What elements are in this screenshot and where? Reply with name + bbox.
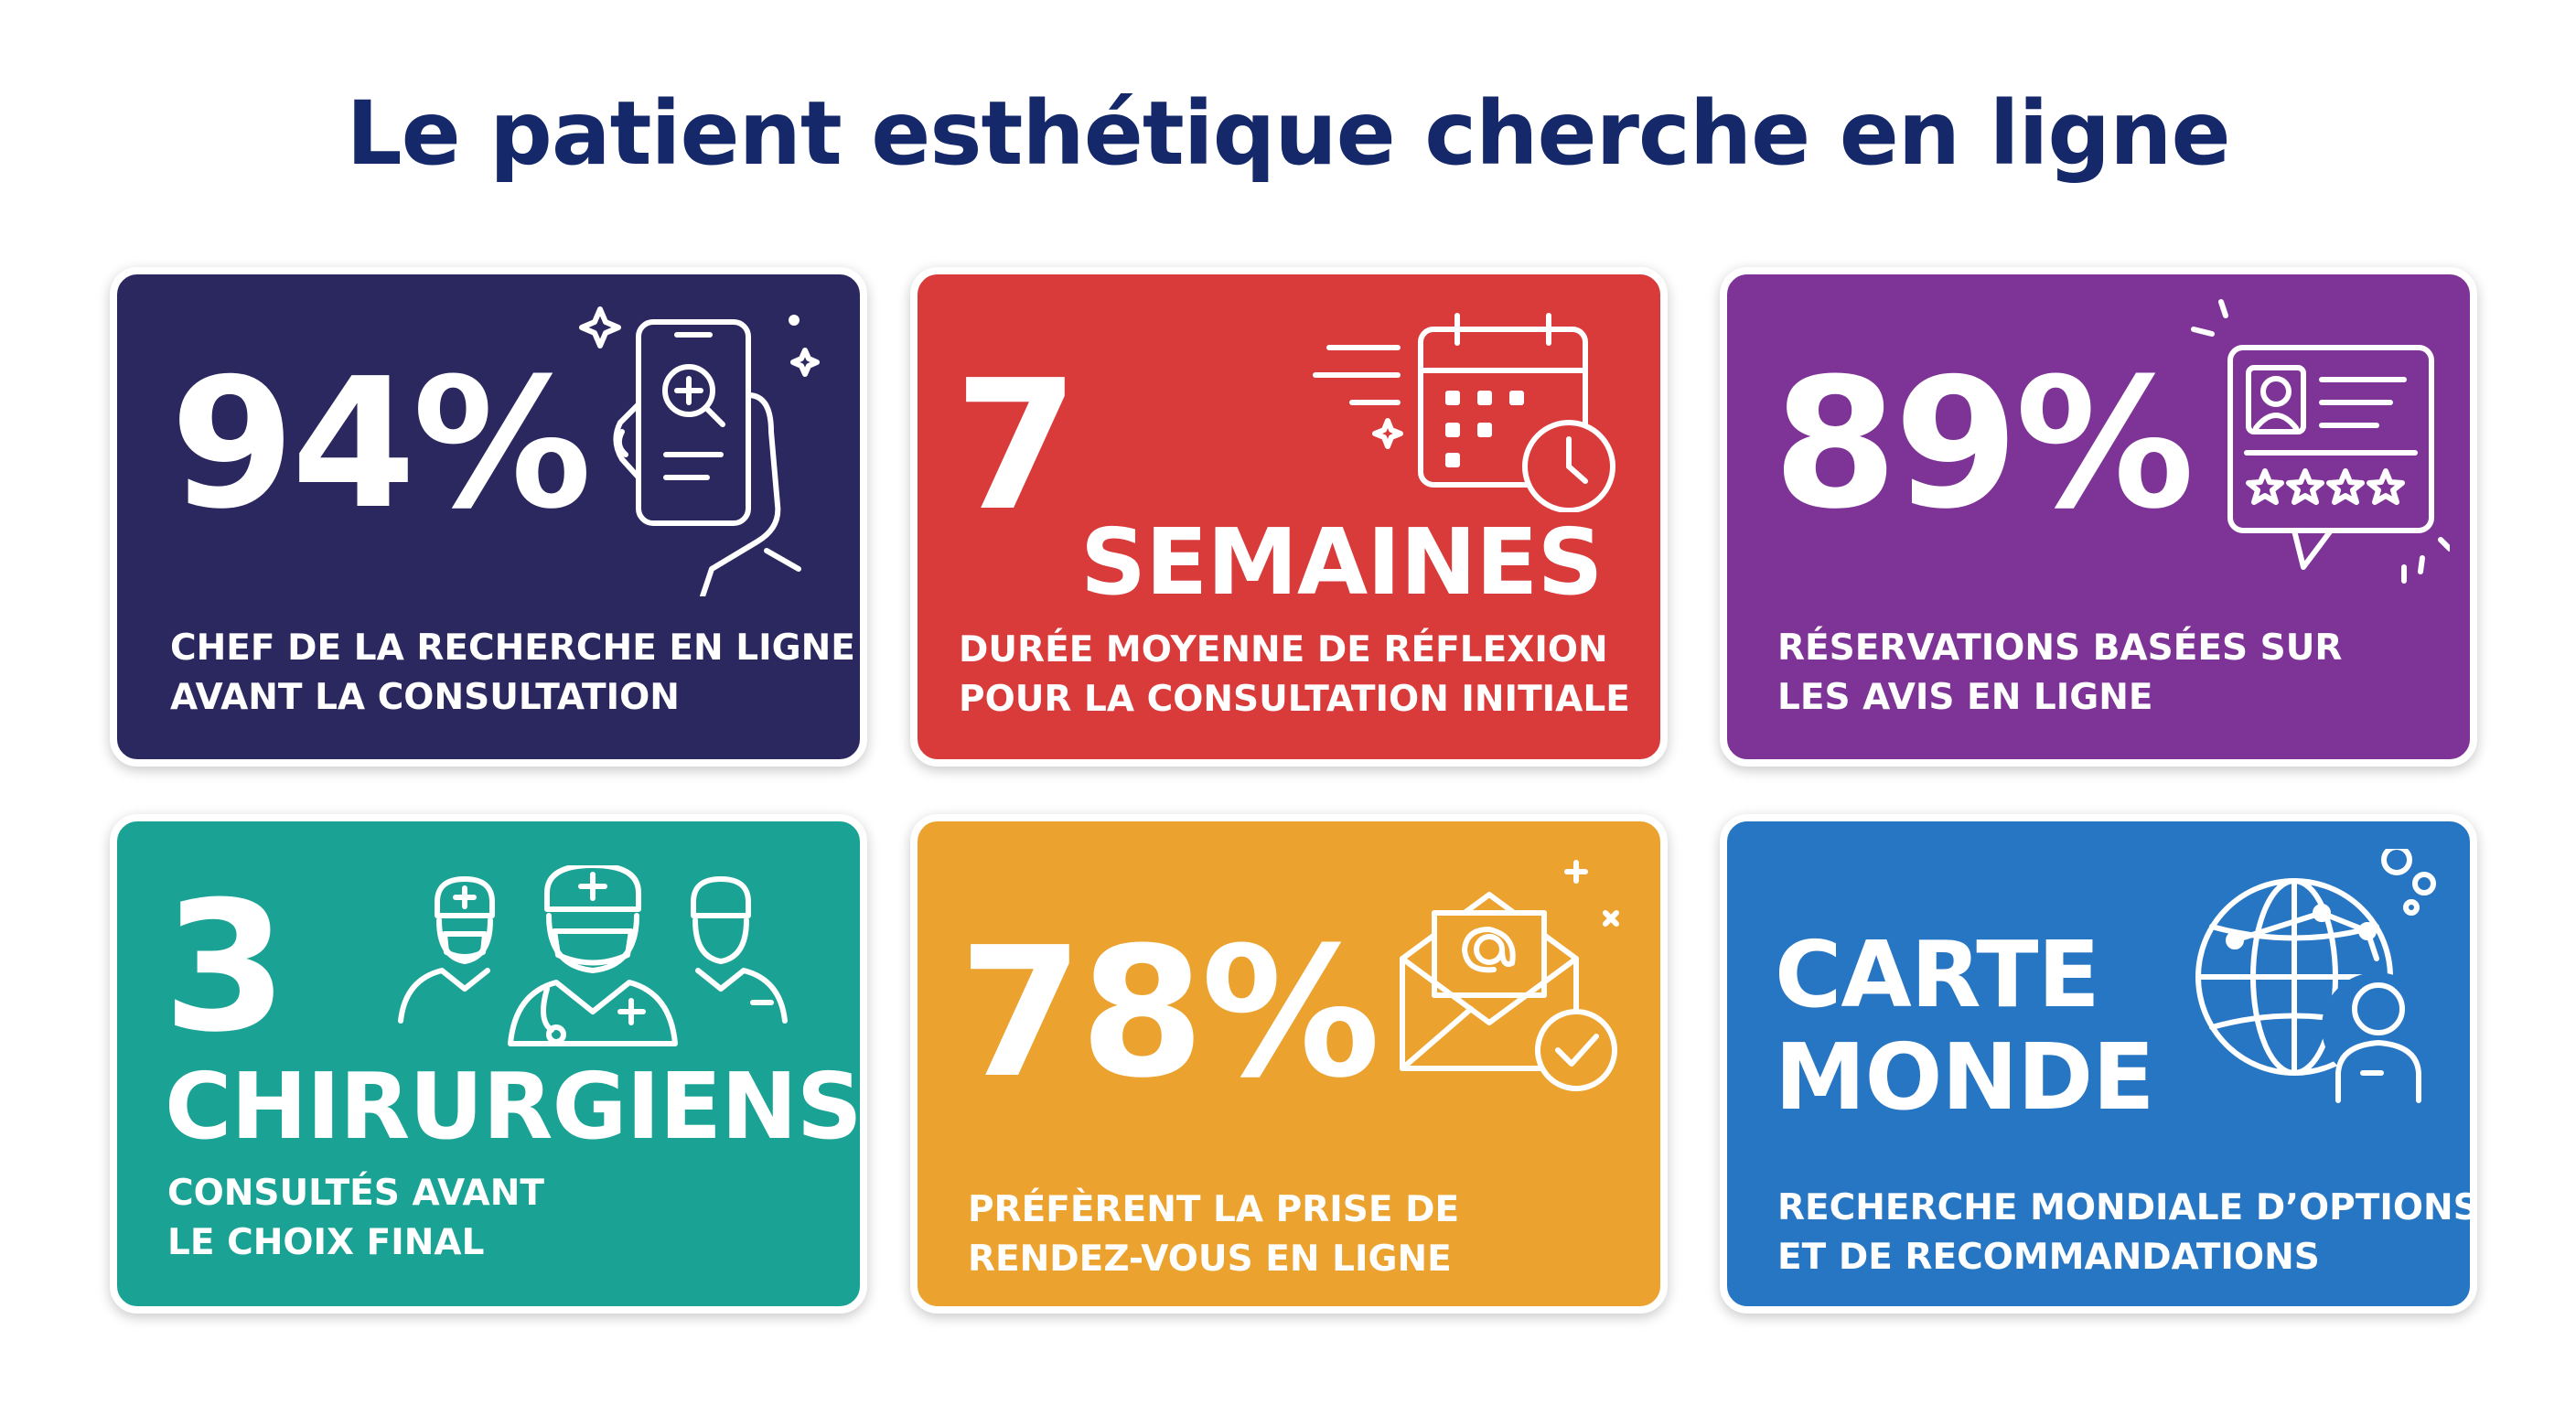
smartphone-search-icon bbox=[574, 295, 840, 596]
stat-description: PRÉFÈRENT LA PRISE DE RENDEZ-VOUS EN LIG… bbox=[968, 1185, 1459, 1284]
stat-value: 94% bbox=[170, 340, 592, 549]
stat-description: DURÉE MOYENNE DE RÉFLEXION POUR LA CONSU… bbox=[959, 626, 1630, 724]
stat-unit: SEMAINES bbox=[1080, 509, 1603, 616]
stat-card-online-research: 94% CHEF DE LA RECHERCHE EN LIGNE AVANT … bbox=[110, 267, 867, 767]
description-line: CONSULTÉS AVANT bbox=[167, 1173, 544, 1214]
stat-card-reflection-time: 7 SEMAINES DURÉE MOYENNE DE RÉFLEXION PO… bbox=[910, 267, 1668, 767]
surgeons-group-icon bbox=[392, 865, 794, 1048]
review-profile-stars-icon bbox=[2175, 293, 2450, 585]
stat-description: CHEF DE LA RECHERCHE EN LIGNE AVANT LA C… bbox=[170, 624, 855, 723]
stat-card-surgeons: 3 CHIRURGIENS CONSULTÉS AVAN bbox=[110, 814, 867, 1314]
page-title: Le patient esthétique cherche en ligne bbox=[346, 82, 2230, 185]
stat-card-world-map: CARTE MONDE RECHERCHE MONDIALE D’OPTIONS… bbox=[1720, 814, 2477, 1314]
description-line: DURÉE MOYENNE DE RÉFLEXION bbox=[959, 629, 1608, 670]
stat-description: CONSULTÉS AVANT LE CHOIX FINAL bbox=[167, 1169, 544, 1268]
stat-value-line: CARTE bbox=[1775, 921, 2100, 1028]
stat-value: 78% bbox=[959, 909, 1380, 1118]
description-line: AVANT LA CONSULTATION bbox=[170, 677, 680, 718]
email-check-icon bbox=[1384, 858, 1640, 1096]
description-line: ET DE RECOMMANDATIONS bbox=[1777, 1237, 2320, 1278]
description-line: PRÉFÈRENT LA PRISE DE bbox=[968, 1189, 1460, 1230]
stat-value: 7 bbox=[954, 342, 1079, 551]
stat-card-online-booking: 78% PRÉFÈRENT LA PRISE DE RENDEZ-VOUS EN… bbox=[910, 814, 1668, 1314]
stat-description: RÉSERVATIONS BASÉES SUR LES AVIS EN LIGN… bbox=[1777, 624, 2342, 723]
calendar-clock-icon bbox=[1311, 302, 1622, 512]
stat-value: 89% bbox=[1773, 340, 2195, 549]
description-line: LES AVIS EN LIGNE bbox=[1777, 677, 2153, 718]
description-line: POUR LA CONSULTATION INITIALE bbox=[959, 679, 1630, 720]
globe-network-person-icon bbox=[2184, 849, 2450, 1123]
stat-value: 3 bbox=[163, 863, 287, 1072]
description-line: CHEF DE LA RECHERCHE EN LIGNE bbox=[170, 627, 855, 669]
description-line: LE CHOIX FINAL bbox=[167, 1222, 485, 1263]
description-line: RENDEZ-VOUS EN LIGNE bbox=[968, 1239, 1452, 1280]
description-line: RECHERCHE MONDIALE D’OPTIONS bbox=[1777, 1187, 2477, 1228]
stat-unit: CHIRURGIENS bbox=[165, 1053, 862, 1160]
stat-card-online-reviews: 89% RÉSERVATIONS BASÉES SUR LES AVIS EN … bbox=[1720, 267, 2477, 767]
stat-value-line: MONDE bbox=[1775, 1024, 2155, 1131]
description-line: RÉSERVATIONS BASÉES SUR bbox=[1777, 627, 2343, 669]
stat-description: RECHERCHE MONDIALE D’OPTIONS ET DE RECOM… bbox=[1777, 1184, 2477, 1282]
